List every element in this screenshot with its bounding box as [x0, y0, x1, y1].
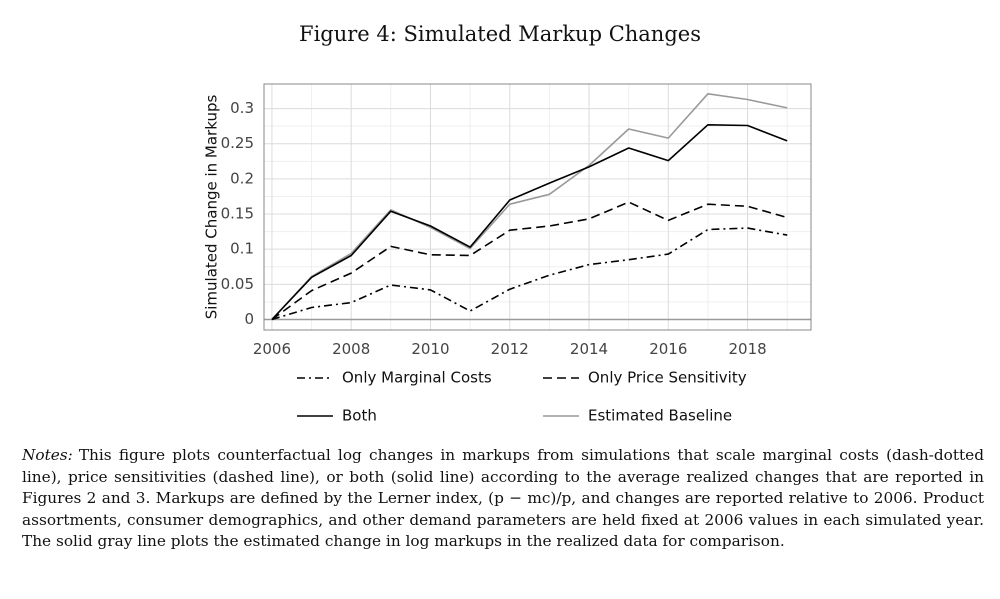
- y-tick-label: 0.05: [221, 275, 254, 293]
- y-tick-label: 0.3: [230, 99, 254, 117]
- x-tick-label: 2006: [253, 340, 291, 358]
- series-line-2: [271, 201, 788, 321]
- legend-label-1: Only Marginal Costs: [342, 369, 492, 387]
- x-tick-label: 2016: [649, 340, 687, 358]
- series-line-1: [271, 227, 788, 321]
- notes-text: This figure plots counterfactual log cha…: [22, 446, 984, 550]
- line-chart: 2006 2008 2010 2012 2014 2016 2018 0 0.05 0.1 0.15…: [203, 83, 812, 425]
- legend: Only Marginal Costs Only Price Sensitivit…: [297, 369, 747, 425]
- y-tick-label: 0.2: [230, 169, 254, 187]
- y-tick-label: 0.1: [230, 240, 254, 258]
- figure-title: Figure 4: Simulated Markup Changes: [299, 22, 701, 46]
- notes-label: Notes:: [22, 446, 73, 464]
- y-axis-label: Simulated Change in Markups: [203, 95, 221, 320]
- y-tick-label: 0.15: [221, 205, 254, 223]
- x-tick-label: 2008: [332, 340, 370, 358]
- y-tick-label: 0: [244, 310, 254, 328]
- grid-lines: [264, 84, 811, 330]
- series-line-3: [271, 124, 788, 321]
- y-tick-label: 0.25: [221, 134, 254, 152]
- x-tick-label: 2014: [570, 340, 608, 358]
- legend-label-4: Estimated Baseline: [588, 407, 732, 425]
- series-lines: [271, 93, 788, 321]
- x-tick-label: 2018: [728, 340, 766, 358]
- axis-labels: 2006 2008 2010 2012 2014 2016 2018 0 0.05 0.1 0.15…: [221, 99, 767, 358]
- series-line-4: [271, 93, 788, 321]
- figure-notes: Notes: This figure plots counterfactual l…: [22, 445, 984, 553]
- x-tick-label: 2012: [491, 340, 529, 358]
- plot-frame: [263, 83, 812, 331]
- legend-label-3: Both: [342, 407, 377, 425]
- legend-label-2: Only Price Sensitivity: [588, 369, 747, 387]
- x-tick-label: 2010: [411, 340, 449, 358]
